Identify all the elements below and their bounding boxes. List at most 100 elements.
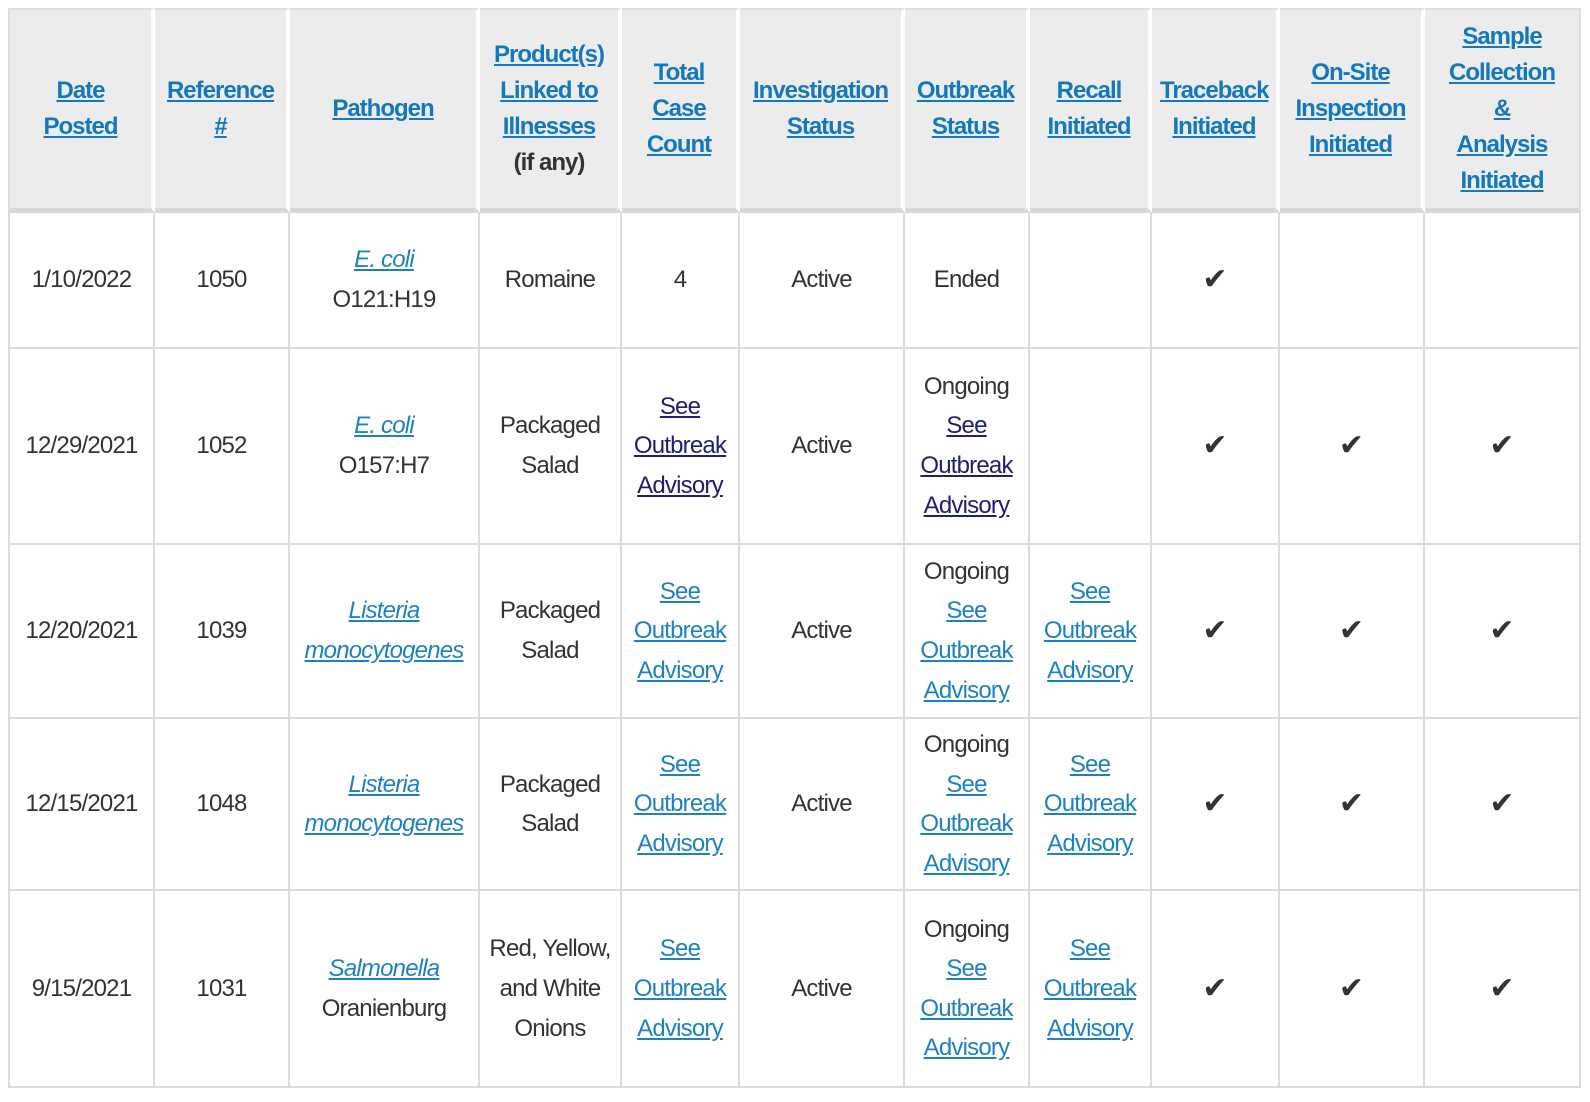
outbreak_status-status-text: Ongoing: [923, 372, 1010, 400]
cell-recall-initiated: See Outbreak Advisory: [1030, 545, 1152, 719]
cell-pathogen: Listeria monocytogenes: [290, 719, 480, 892]
table-row: 12/29/2021 1052 E. coli O157:H7 Packaged Sal…: [8, 349, 1581, 545]
column-header-onsite: On-Site Inspection Initiated: [1280, 8, 1425, 213]
cell-investigation-status: Active: [740, 891, 905, 1089]
column-sort-link-investigation_status[interactable]: Investigation Status: [752, 77, 889, 140]
column-sort-link-date_posted[interactable]: Date Posted: [43, 77, 118, 140]
outbreak_status-status-text: Ongoing: [923, 557, 1010, 585]
pathogen-strain: O157:H7: [338, 452, 430, 479]
cell-total-case-count: See Outbreak Advisory: [622, 349, 740, 545]
date-posted-value: 12/29/2021: [25, 432, 138, 460]
recall-outbreak-advisory-link[interactable]: See Outbreak Advisory: [1043, 750, 1137, 857]
investigation-status-value: Active: [791, 975, 852, 1003]
column-header-case_count: Total Case Count: [622, 8, 740, 213]
case_count-outbreak-advisory-link[interactable]: See Outbreak Advisory: [633, 392, 727, 499]
check-icon: ✔: [1202, 263, 1228, 297]
investigation-status-value: Active: [791, 432, 852, 460]
cell-sample-collection-initiated: ✔: [1425, 349, 1581, 545]
column-header-note: (if any): [513, 149, 586, 176]
outbreak_status-status-text: Ongoing: [923, 731, 1010, 758]
column-sort-link-traceback[interactable]: Traceback Initiated: [1160, 77, 1269, 140]
outbreak_status-text: Ended: [933, 266, 1000, 294]
date-posted-value: 12/15/2021: [25, 790, 138, 818]
cell-sample-collection-initiated: ✔: [1425, 719, 1581, 892]
cell-total-case-count: 4: [622, 213, 740, 349]
case_count-outbreak-advisory-link[interactable]: See Outbreak Advisory: [633, 935, 727, 1042]
check-icon: ✔: [1338, 972, 1365, 1006]
column-header-outbreak_status: Outbreak Status: [905, 8, 1030, 213]
column-header-products: Product(s) Linked to Illnesses (if any): [480, 8, 622, 213]
cell-reference-number: 1048: [155, 719, 290, 892]
column-sort-link-products[interactable]: Product(s) Linked to Illnesses: [494, 41, 605, 140]
check-icon: ✔: [1338, 787, 1365, 821]
check-icon: ✔: [1489, 787, 1515, 821]
cell-pathogen: Salmonella Oranienburg: [290, 891, 480, 1089]
cell-outbreak-status: Ongoing See Outbreak Advisory: [905, 545, 1030, 719]
products-value: Red, Yellow, and White Onions: [489, 935, 611, 1042]
products-value: Packaged Salad: [499, 412, 601, 479]
cell-sample-collection-initiated: ✔: [1425, 891, 1581, 1089]
recall-outbreak-advisory-link[interactable]: See Outbreak Advisory: [1043, 935, 1137, 1042]
reference-number-value: 1048: [196, 790, 247, 818]
cell-traceback-initiated: ✔: [1152, 213, 1280, 349]
cell-reference-number: 1052: [155, 349, 290, 545]
cell-recall-initiated: [1030, 213, 1152, 349]
column-header-sample: Sample Collection & Analysis Initiated: [1425, 8, 1581, 213]
case_count-text: 4: [673, 266, 687, 294]
cell-onsite-inspection-initiated: [1280, 213, 1425, 349]
recall-outbreak-advisory-link[interactable]: See Outbreak Advisory: [1043, 577, 1137, 684]
date-posted-value: 9/15/2021: [31, 975, 132, 1003]
pathogen-link[interactable]: E. coli: [354, 412, 415, 440]
table-row: 12/15/2021 1048 Listeria monocytogenes Pack…: [8, 719, 1581, 892]
products-value: Romaine: [504, 266, 596, 294]
case_count-outbreak-advisory-link[interactable]: See Outbreak Advisory: [633, 750, 727, 857]
products-value: Packaged Salad: [499, 597, 601, 664]
column-sort-link-recall[interactable]: Recall Initiated: [1047, 77, 1131, 140]
cell-onsite-inspection-initiated: ✔: [1280, 719, 1425, 892]
column-header-investigation_status: Investigation Status: [740, 8, 905, 213]
column-sort-link-sample[interactable]: Sample Collection & Analysis Initiated: [1448, 23, 1556, 194]
column-header-traceback: Traceback Initiated: [1152, 8, 1280, 213]
cell-recall-initiated: [1030, 349, 1152, 545]
cell-onsite-inspection-initiated: ✔: [1280, 545, 1425, 719]
check-icon: ✔: [1202, 429, 1228, 463]
table-row: 1/10/2022 1050 E. coli O121:H19 Romaine 4 Acti…: [8, 213, 1581, 349]
cell-onsite-inspection-initiated: ✔: [1280, 891, 1425, 1089]
cell-outbreak-status: Ongoing See Outbreak Advisory: [905, 891, 1030, 1089]
pathogen-link[interactable]: E. coli: [354, 246, 415, 274]
check-icon: ✔: [1338, 429, 1365, 463]
table-row: 12/20/2021 1039 Listeria monocytogenes Pack…: [8, 545, 1581, 719]
column-header-pathogen: Pathogen: [290, 8, 480, 213]
cell-recall-initiated: See Outbreak Advisory: [1030, 891, 1152, 1089]
cell-traceback-initiated: ✔: [1152, 719, 1280, 892]
date-posted-value: 1/10/2022: [31, 266, 132, 294]
pathogen-link[interactable]: Listeria monocytogenes: [304, 597, 464, 664]
table-body: 1/10/2022 1050 E. coli O121:H19 Romaine 4 Acti…: [8, 213, 1581, 1089]
pathogen-strain: Oranienburg: [321, 994, 447, 1022]
outbreak_status-outbreak-advisory-link[interactable]: See Outbreak Advisory: [920, 412, 1013, 519]
outbreak_status-status-text: Ongoing: [923, 915, 1010, 943]
column-sort-link-case_count[interactable]: Total Case Count: [646, 59, 712, 158]
cell-products: Packaged Salad: [480, 719, 622, 892]
date-posted-value: 12/20/2021: [25, 617, 138, 645]
outbreak_status-outbreak-advisory-link[interactable]: See Outbreak Advisory: [920, 597, 1013, 704]
pathogen-link[interactable]: Salmonella: [328, 955, 441, 983]
cell-date-posted: 1/10/2022: [8, 213, 155, 349]
investigation-status-value: Active: [791, 790, 852, 818]
investigation-status-value: Active: [791, 266, 852, 294]
case_count-outbreak-advisory-link[interactable]: See Outbreak Advisory: [633, 577, 727, 684]
column-sort-link-outbreak_status[interactable]: Outbreak Status: [916, 77, 1015, 140]
products-value: Packaged Salad: [499, 770, 601, 838]
outbreak_status-outbreak-advisory-link[interactable]: See Outbreak Advisory: [920, 955, 1013, 1062]
outbreak_status-outbreak-advisory-link[interactable]: See Outbreak Advisory: [920, 770, 1013, 877]
reference-number-value: 1050: [196, 266, 247, 294]
column-sort-link-reference[interactable]: Reference #: [166, 77, 275, 140]
pathogen-link[interactable]: Listeria monocytogenes: [304, 770, 464, 838]
column-sort-link-pathogen[interactable]: Pathogen: [332, 95, 434, 122]
outbreak-investigations-table: Date Posted Reference # Pathogen Product(s)…: [8, 8, 1581, 1089]
cell-investigation-status: Active: [740, 213, 905, 349]
cell-sample-collection-initiated: [1425, 213, 1581, 349]
column-sort-link-onsite[interactable]: On-Site Inspection Initiated: [1295, 59, 1406, 158]
cell-traceback-initiated: ✔: [1152, 891, 1280, 1089]
reference-number-value: 1031: [196, 975, 247, 1003]
